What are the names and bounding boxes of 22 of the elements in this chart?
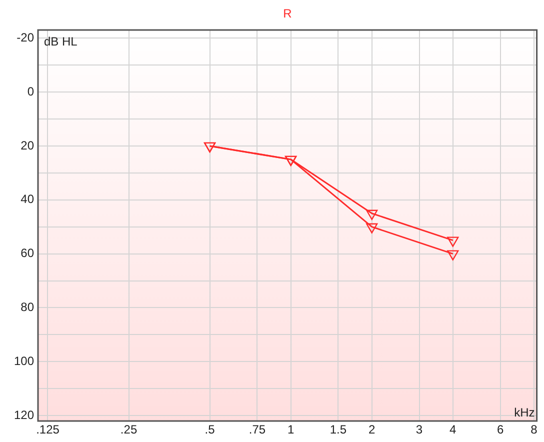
- y-tick-label: 80: [20, 300, 34, 314]
- y-tick-label: 60: [20, 246, 34, 260]
- x-tick-label: 8: [530, 422, 538, 437]
- x-tick-label: .5: [204, 422, 216, 437]
- y-tick-label: -20: [16, 30, 34, 44]
- x-tick-label: .25: [120, 422, 138, 437]
- y-tick-label: 120: [14, 408, 34, 422]
- x-tick-label: 6: [496, 422, 504, 437]
- x-tick-label: 1: [287, 422, 294, 437]
- x-tick-label: 4: [450, 422, 457, 437]
- y-axis-title: dB HL: [44, 34, 78, 48]
- y-tick-label: 40: [20, 192, 34, 206]
- x-tick-label: 3: [416, 422, 423, 437]
- x-axis-title: kHz: [514, 405, 535, 420]
- x-tick-label: .75: [248, 422, 266, 437]
- y-tick-label: 20: [20, 138, 34, 152]
- x-tick-label: .125: [36, 422, 60, 437]
- x-tick-label: 1.5: [330, 422, 347, 437]
- chart-title: R: [283, 6, 292, 20]
- y-tick-label: 0: [27, 84, 34, 98]
- x-tick-label: 2: [368, 422, 376, 437]
- y-tick-label: 100: [14, 354, 34, 368]
